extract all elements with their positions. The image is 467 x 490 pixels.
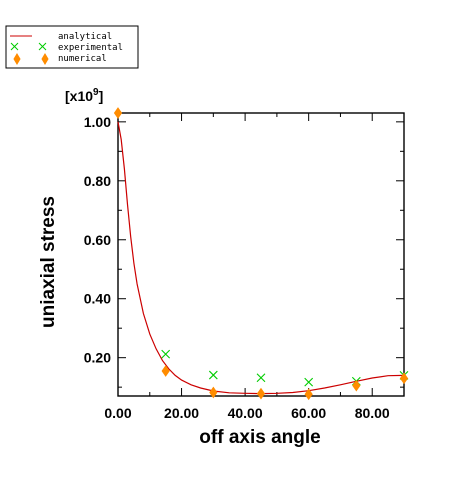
series-experimental-point bbox=[161, 349, 171, 359]
tick-labels: 0.00 20.00 40.00 60.00 80.00 0.20 0.40 0.60 0.80… bbox=[84, 114, 390, 421]
series-experimental-point bbox=[256, 373, 266, 383]
legend-swatch-numerical bbox=[13, 53, 49, 65]
legend-item-analytical: analytical bbox=[10, 32, 112, 42]
legend-box bbox=[5, 25, 139, 69]
legend-label-analytical: analytical bbox=[58, 32, 112, 42]
series-analytical-line bbox=[117, 121, 405, 395]
x-axis-title: off axis angle bbox=[199, 427, 320, 448]
series-numerical-point bbox=[399, 372, 409, 385]
legend-item-numerical: numerical bbox=[13, 53, 107, 65]
axis-ticks bbox=[117, 113, 405, 396]
x-tick-label: 60.00 bbox=[291, 405, 326, 421]
y-tick-label: 1.00 bbox=[84, 114, 111, 130]
series-numerical-point bbox=[304, 388, 313, 401]
y-tick-label: 0.20 bbox=[84, 350, 111, 366]
x-tick-label: 20.00 bbox=[164, 405, 199, 421]
series-numerical-point bbox=[209, 386, 218, 399]
x-tick-label: 40.00 bbox=[228, 405, 263, 421]
series-numerical-point bbox=[113, 107, 123, 119]
y-multiplier: [x109] bbox=[65, 87, 103, 104]
legend-swatch-experimental bbox=[10, 42, 47, 51]
y-tick-label: 0.80 bbox=[84, 173, 111, 189]
x-tick-label: 0.00 bbox=[104, 405, 131, 421]
legend-label-experimental: experimental bbox=[58, 43, 123, 53]
series-layer bbox=[113, 107, 409, 401]
y-tick-label: 0.40 bbox=[84, 291, 111, 307]
y-tick-label: 0.60 bbox=[84, 232, 111, 248]
legend-label-numerical: numerical bbox=[58, 54, 107, 64]
legend: analytical experimental numerical bbox=[5, 25, 139, 69]
series-experimental-point bbox=[304, 377, 314, 387]
series-numerical-point bbox=[352, 379, 361, 392]
series-numerical-point bbox=[161, 365, 170, 377]
plot-frame bbox=[117, 112, 405, 397]
x-tick-label: 80.00 bbox=[355, 405, 390, 421]
series-numerical-point bbox=[256, 387, 266, 400]
legend-item-experimental: experimental bbox=[10, 42, 123, 53]
series-experimental-point bbox=[208, 370, 218, 380]
y-axis-title: uniaxial stress bbox=[38, 196, 59, 328]
